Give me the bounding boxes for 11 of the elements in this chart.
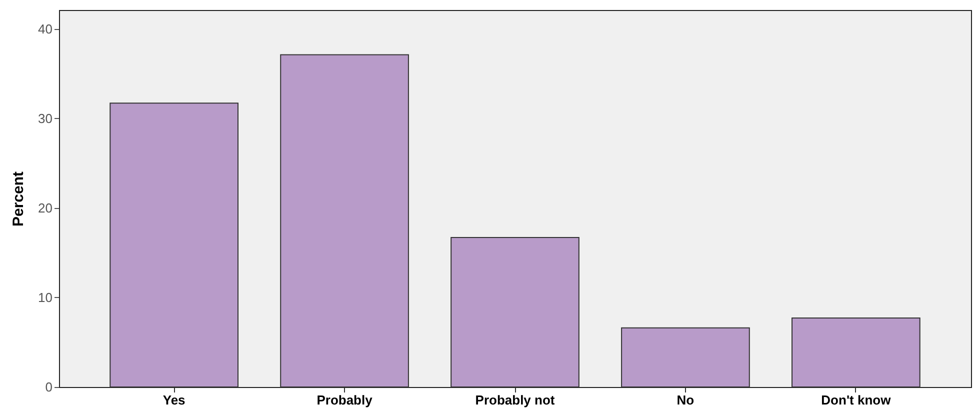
y-tick-label: 30 xyxy=(38,110,52,126)
x-tick-label: Probably not xyxy=(475,392,556,408)
x-tick-label: Don't know xyxy=(821,392,892,408)
x-tick-label: Yes xyxy=(162,392,186,408)
y-tick-label: 10 xyxy=(38,290,52,305)
x-tick-label: Probably xyxy=(316,392,374,408)
y-axis-title: Percent xyxy=(10,171,28,227)
x-tick-label: No xyxy=(676,392,694,408)
y-tick-label: 20 xyxy=(38,200,52,216)
y-tick-label: 0 xyxy=(45,380,52,394)
y-tick-label: 40 xyxy=(38,21,52,36)
